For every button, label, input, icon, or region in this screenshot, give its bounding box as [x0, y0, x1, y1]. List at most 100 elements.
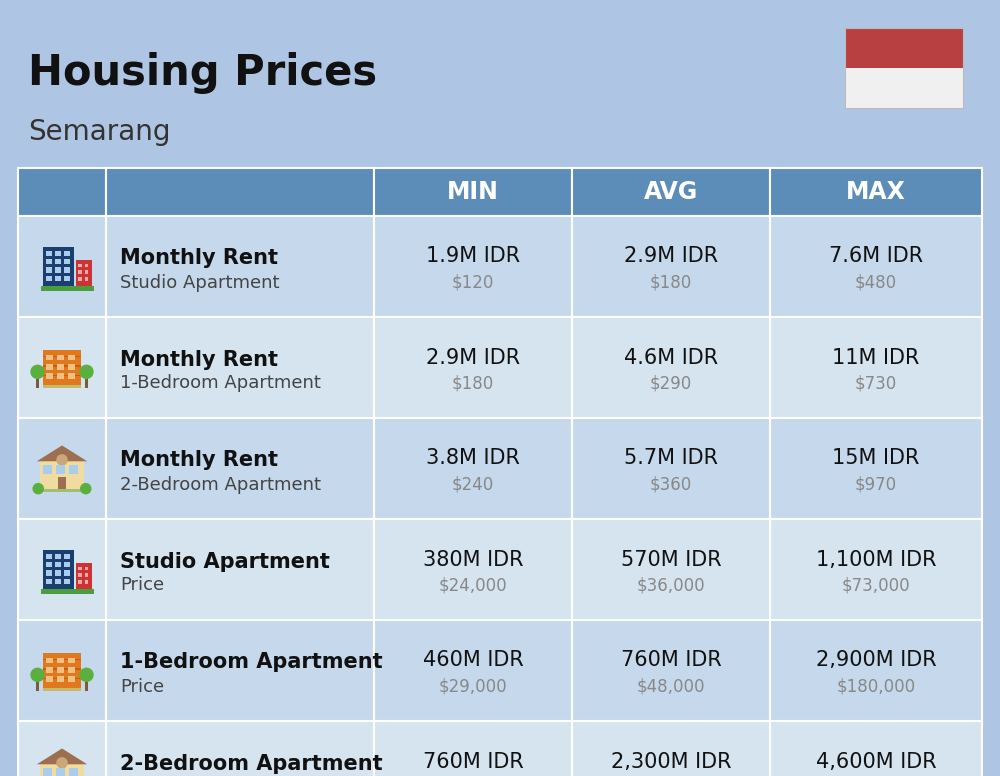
Bar: [55, 275, 60, 281]
Bar: [18, 519, 106, 620]
Bar: [572, 317, 770, 418]
Bar: [374, 216, 572, 317]
Text: 460M IDR: 460M IDR: [423, 650, 523, 670]
Text: 1.9M IDR: 1.9M IDR: [426, 247, 520, 266]
Bar: [43, 385, 81, 388]
Text: Studio Apartment: Studio Apartment: [120, 552, 330, 571]
Text: Housing Prices: Housing Prices: [28, 52, 377, 94]
Bar: [46, 355, 53, 360]
Circle shape: [56, 454, 68, 466]
Bar: [43, 677, 81, 679]
Bar: [18, 168, 106, 216]
Bar: [43, 768, 52, 776]
Text: $36,000: $36,000: [637, 577, 705, 594]
Bar: [57, 667, 64, 673]
Bar: [46, 554, 52, 559]
Circle shape: [30, 365, 45, 379]
Bar: [43, 688, 81, 691]
Bar: [64, 578, 70, 584]
Bar: [64, 275, 70, 281]
Text: $180: $180: [650, 273, 692, 292]
Text: 2.9M IDR: 2.9M IDR: [624, 247, 718, 266]
Bar: [64, 562, 70, 567]
Bar: [64, 251, 70, 256]
Bar: [572, 168, 770, 216]
Bar: [46, 676, 53, 682]
Bar: [57, 364, 64, 369]
Bar: [64, 554, 70, 559]
Bar: [57, 355, 64, 360]
Bar: [68, 657, 75, 663]
Text: $120: $120: [452, 273, 494, 292]
Text: 760M IDR: 760M IDR: [621, 650, 721, 670]
Text: Price: Price: [120, 577, 164, 594]
Bar: [374, 519, 572, 620]
Text: $180,000: $180,000: [836, 677, 916, 695]
Bar: [69, 768, 78, 776]
Bar: [46, 275, 52, 281]
Circle shape: [80, 483, 92, 494]
Bar: [106, 620, 374, 721]
Bar: [85, 681, 88, 691]
Bar: [572, 216, 770, 317]
Text: $290: $290: [650, 375, 692, 393]
Bar: [18, 216, 106, 317]
Text: 5.7M IDR: 5.7M IDR: [624, 449, 718, 469]
Bar: [46, 373, 53, 379]
Text: $29,000: $29,000: [439, 677, 507, 695]
Bar: [78, 580, 82, 584]
Bar: [18, 317, 106, 418]
Bar: [374, 620, 572, 721]
Bar: [42, 247, 74, 286]
Bar: [84, 566, 88, 570]
Bar: [43, 659, 81, 660]
Text: $73,000: $73,000: [842, 577, 910, 594]
Bar: [106, 418, 374, 519]
Text: $730: $730: [855, 375, 897, 393]
Bar: [76, 260, 92, 286]
Bar: [84, 277, 88, 281]
Bar: [84, 264, 88, 267]
Text: $24,000: $24,000: [439, 577, 507, 594]
Bar: [78, 573, 82, 577]
Bar: [18, 418, 106, 519]
Bar: [42, 550, 74, 589]
Bar: [770, 216, 982, 317]
Bar: [46, 578, 52, 584]
Text: 570M IDR: 570M IDR: [621, 549, 721, 570]
Bar: [41, 589, 94, 594]
Bar: [374, 721, 572, 776]
Bar: [41, 286, 94, 290]
Bar: [770, 317, 982, 418]
Bar: [106, 216, 374, 317]
Text: 1,100M IDR: 1,100M IDR: [816, 549, 936, 570]
Bar: [57, 676, 64, 682]
Bar: [572, 721, 770, 776]
Text: Price: Price: [120, 677, 164, 695]
Bar: [78, 264, 82, 267]
Bar: [845, 68, 963, 108]
Text: $180: $180: [452, 375, 494, 393]
Text: 11M IDR: 11M IDR: [832, 348, 920, 368]
Text: 4,600M IDR: 4,600M IDR: [816, 751, 936, 771]
Bar: [106, 317, 374, 418]
Bar: [572, 620, 770, 721]
Bar: [106, 168, 374, 216]
Bar: [43, 356, 81, 358]
Bar: [18, 620, 106, 721]
Bar: [64, 570, 70, 576]
Polygon shape: [37, 445, 87, 461]
Bar: [68, 355, 75, 360]
Text: Semarang: Semarang: [28, 118, 170, 146]
Bar: [770, 721, 982, 776]
Text: $240: $240: [452, 476, 494, 494]
Bar: [770, 519, 982, 620]
Text: Monthly Rent: Monthly Rent: [120, 248, 278, 268]
Bar: [85, 378, 88, 388]
Bar: [46, 667, 53, 673]
Text: 2,300M IDR: 2,300M IDR: [611, 751, 731, 771]
Text: $48,000: $48,000: [637, 677, 705, 695]
Bar: [43, 465, 52, 473]
Bar: [68, 373, 75, 379]
Bar: [46, 267, 52, 272]
